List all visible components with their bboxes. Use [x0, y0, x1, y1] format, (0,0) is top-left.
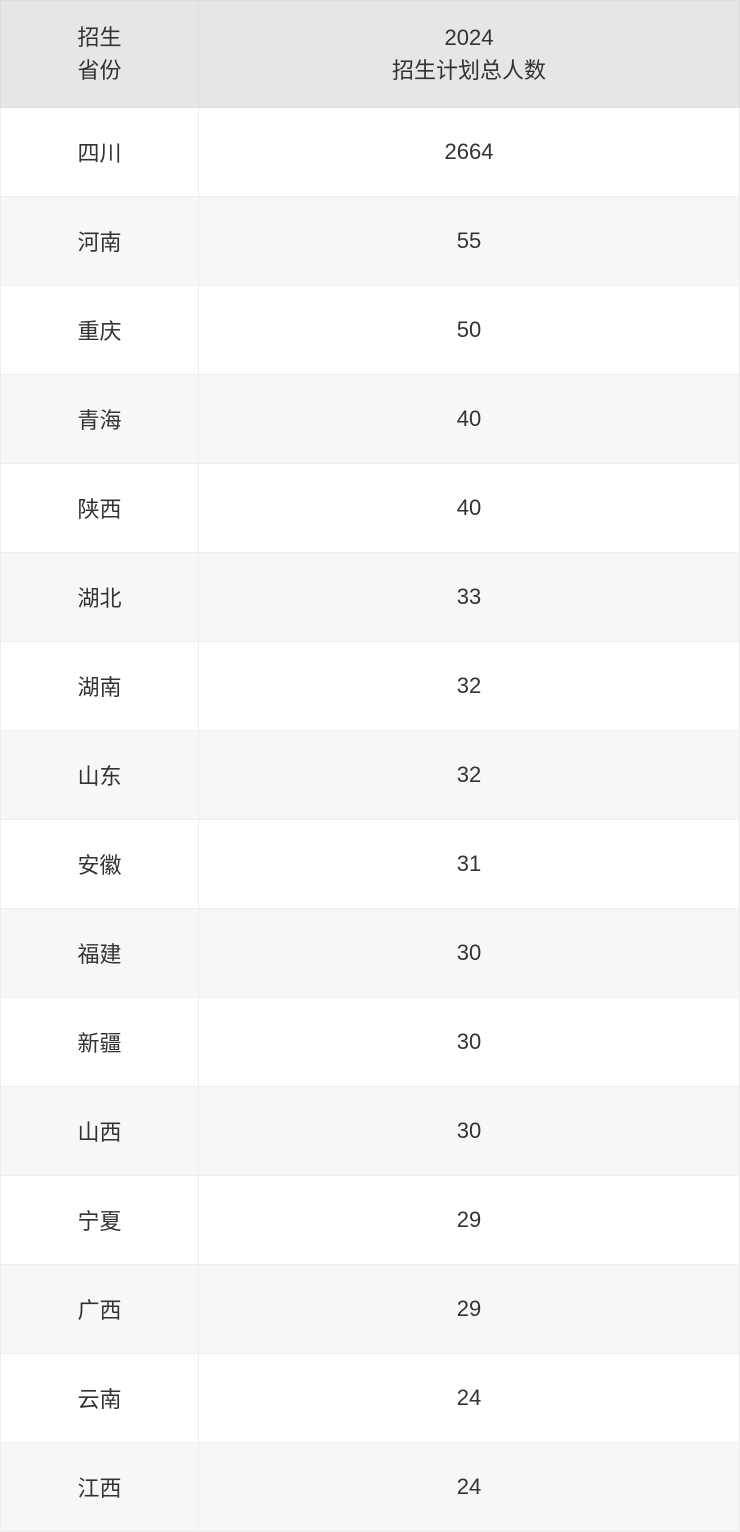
table-row: 广西29 [1, 1265, 740, 1354]
cell-count: 30 [199, 1087, 740, 1176]
cell-province: 新疆 [1, 998, 199, 1087]
cell-province: 宁夏 [1, 1176, 199, 1265]
table-row: 陕西40 [1, 464, 740, 553]
cell-count: 29 [199, 1176, 740, 1265]
header-line1: 招生 [77, 25, 121, 50]
column-header-count: 2024 招生计划总人数 [199, 1, 740, 108]
table-row: 河南55 [1, 197, 740, 286]
cell-count: 40 [199, 375, 740, 464]
table-row: 山西30 [1, 1087, 740, 1176]
cell-count: 55 [199, 197, 740, 286]
cell-province: 云南 [1, 1354, 199, 1443]
cell-province: 江西 [1, 1443, 199, 1532]
cell-count: 24 [199, 1354, 740, 1443]
table-row: 福建30 [1, 909, 740, 998]
cell-count: 33 [199, 553, 740, 642]
cell-province: 青海 [1, 375, 199, 464]
table-row: 云南24 [1, 1354, 740, 1443]
header-line2: 省份 [77, 58, 121, 83]
table-header-row: 招生 省份 2024 招生计划总人数 [1, 1, 740, 108]
cell-province: 湖北 [1, 553, 199, 642]
header-line1: 2024 [445, 25, 494, 50]
cell-count: 31 [199, 820, 740, 909]
cell-province: 重庆 [1, 286, 199, 375]
cell-province: 陕西 [1, 464, 199, 553]
table-row: 四川2664 [1, 108, 740, 197]
cell-province: 湖南 [1, 642, 199, 731]
cell-count: 32 [199, 642, 740, 731]
table-row: 江西24 [1, 1443, 740, 1532]
cell-count: 2664 [199, 108, 740, 197]
header-line2: 招生计划总人数 [392, 58, 546, 83]
table-row: 重庆50 [1, 286, 740, 375]
table-row: 安徽31 [1, 820, 740, 909]
cell-count: 24 [199, 1443, 740, 1532]
cell-province: 四川 [1, 108, 199, 197]
table-body: 四川2664河南55重庆50青海40陕西40湖北33湖南32山东32安徽31福建… [1, 108, 740, 1532]
cell-count: 50 [199, 286, 740, 375]
table-row: 青海40 [1, 375, 740, 464]
cell-count: 29 [199, 1265, 740, 1354]
cell-province: 安徽 [1, 820, 199, 909]
cell-province: 山东 [1, 731, 199, 820]
enrollment-table: 招生 省份 2024 招生计划总人数 四川2664河南55重庆50青海40陕西4… [0, 0, 740, 1532]
table-row: 湖北33 [1, 553, 740, 642]
table-row: 山东32 [1, 731, 740, 820]
cell-province: 广西 [1, 1265, 199, 1354]
cell-province: 山西 [1, 1087, 199, 1176]
table-row: 湖南32 [1, 642, 740, 731]
cell-count: 32 [199, 731, 740, 820]
table-row: 新疆30 [1, 998, 740, 1087]
column-header-province: 招生 省份 [1, 1, 199, 108]
table-row: 宁夏29 [1, 1176, 740, 1265]
cell-province: 河南 [1, 197, 199, 286]
cell-province: 福建 [1, 909, 199, 998]
cell-count: 40 [199, 464, 740, 553]
cell-count: 30 [199, 909, 740, 998]
cell-count: 30 [199, 998, 740, 1087]
